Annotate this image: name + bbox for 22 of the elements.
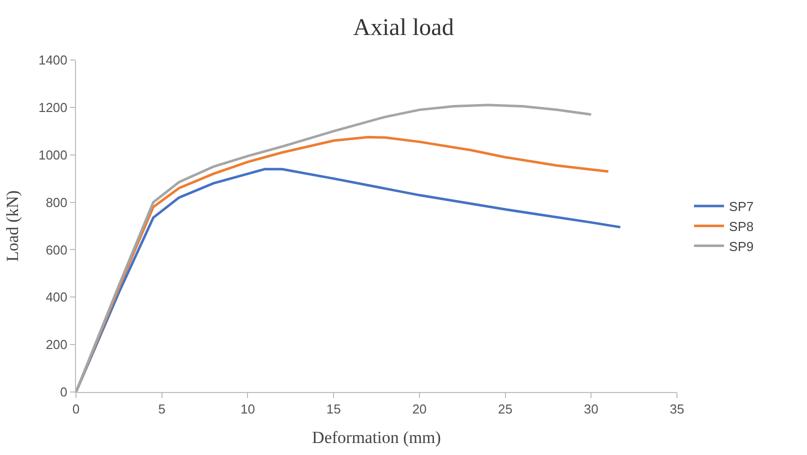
x-tick-label: 35 <box>670 402 684 417</box>
y-tick-label: 1200 <box>38 100 68 115</box>
y-tick-label: 800 <box>46 194 68 210</box>
y-tick-label: 0 <box>60 384 68 400</box>
x-tick-label: 0 <box>72 402 80 417</box>
x-tick-label: 25 <box>498 402 513 417</box>
x-axis-title: Deformation (mm) <box>312 428 441 447</box>
legend-label: SP7 <box>729 199 754 214</box>
chart-title: Axial load <box>353 15 454 41</box>
y-tick-label: 400 <box>46 290 68 305</box>
x-tick-label: 10 <box>240 402 255 417</box>
y-tick-label: 600 <box>46 242 68 258</box>
y-axis-title: Load (kN) <box>3 190 22 262</box>
x-tick-label: 20 <box>412 402 427 417</box>
x-tick-label: 30 <box>584 402 598 417</box>
y-tick-label: 1400 <box>38 52 68 68</box>
x-tick-label: 15 <box>326 402 341 417</box>
y-tick-label: 1000 <box>38 147 68 162</box>
x-tick-label: 5 <box>158 402 166 417</box>
legend-label: SP9 <box>729 238 754 254</box>
y-tick-label: 200 <box>46 337 68 352</box>
legend-label: SP8 <box>729 218 754 234</box>
